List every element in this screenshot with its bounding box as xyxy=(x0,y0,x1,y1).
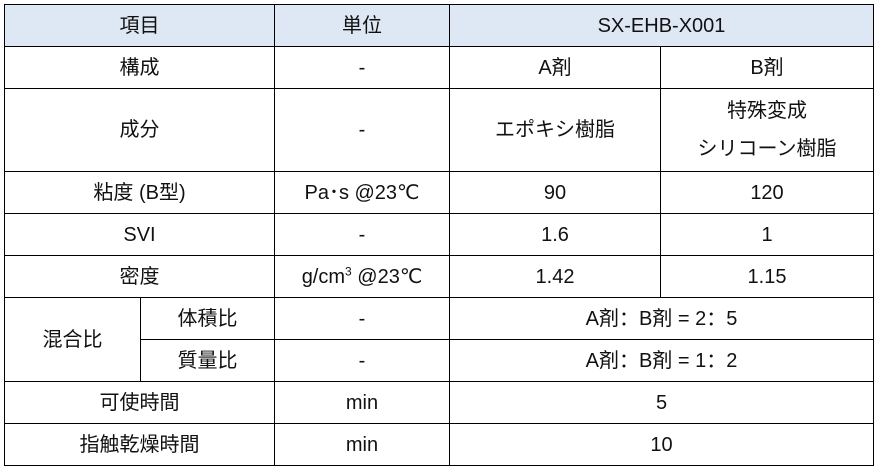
row-label: 密度 xyxy=(4,255,275,298)
table-row: 質量比 - A剤：B剤 = 1：2 xyxy=(5,339,874,382)
cell-a: エポキシ樹脂 xyxy=(449,88,661,172)
row-unit: Pa･s @23℃ xyxy=(274,171,450,214)
cell-b: B剤 xyxy=(660,46,874,89)
cell-value: A剤：B剤 = 1：2 xyxy=(449,339,874,382)
cell-a: 90 xyxy=(449,171,661,214)
cell-b-line1: 特殊変成 xyxy=(727,100,807,122)
unit-suffix: @23℃ xyxy=(351,265,423,288)
header-unit: 単位 xyxy=(274,4,450,47)
cell-a: 1.6 xyxy=(449,213,661,256)
row-unit: - xyxy=(274,46,450,89)
cell-a: 1.42 xyxy=(449,255,661,298)
row-unit: min xyxy=(274,381,450,424)
cell-a: A剤 xyxy=(449,46,661,89)
table-row: 構成 - A剤 B剤 xyxy=(4,46,874,89)
cell-value: 10 xyxy=(449,423,874,466)
cell-b: 120 xyxy=(660,171,874,214)
table-row: 粘度 (B型) Pa･s @23℃ 90 120 xyxy=(4,171,874,214)
cell-b-line2: シリコーン樹脂 xyxy=(697,138,837,160)
table-row: 混合比 体積比 - A剤：B剤 = 2：5 xyxy=(4,297,874,382)
sub-label: 体積比 xyxy=(140,297,275,340)
cell-b: 1.15 xyxy=(660,255,874,298)
header-row: 項目 単位 SX-EHB-X001 xyxy=(4,4,874,47)
row-unit: - xyxy=(274,213,450,256)
header-product: SX-EHB-X001 xyxy=(449,4,874,47)
sub-label: 質量比 xyxy=(140,339,275,382)
cell-value: A剤：B剤 = 2：5 xyxy=(449,297,874,340)
table-row: SVI - 1.6 1 xyxy=(4,213,874,256)
row-label: 粘度 (B型) xyxy=(4,171,275,214)
unit-main: g/cm xyxy=(301,265,346,288)
row-unit: - xyxy=(274,88,450,172)
spec-table: 項目 単位 SX-EHB-X001 構成 - A剤 B剤 成分 - エポキシ樹脂… xyxy=(4,4,874,466)
row-label: 可使時間 xyxy=(4,381,275,424)
row-unit: - xyxy=(274,297,450,340)
row-unit: g/cm3 @23℃ xyxy=(274,255,450,298)
table-row: 指触乾燥時間 min 10 xyxy=(4,423,874,466)
row-label: 混合比 xyxy=(4,297,141,382)
table-row: 成分 - エポキシ樹脂 特殊変成シリコーン樹脂 xyxy=(4,88,874,172)
row-label: 成分 xyxy=(4,88,275,172)
cell-b: 特殊変成シリコーン樹脂 xyxy=(660,88,874,172)
cell-value: 5 xyxy=(449,381,874,424)
row-label: 構成 xyxy=(4,46,275,89)
header-item: 項目 xyxy=(4,4,275,47)
row-unit: - xyxy=(274,339,450,382)
row-label: 指触乾燥時間 xyxy=(4,423,275,466)
row-label: SVI xyxy=(4,213,275,256)
table-row: 可使時間 min 5 xyxy=(4,381,874,424)
row-unit: min xyxy=(274,423,450,466)
unit-sup: 3 xyxy=(345,263,352,278)
table-row: 密度 g/cm3 @23℃ 1.42 1.15 xyxy=(4,255,874,298)
cell-b: 1 xyxy=(660,213,874,256)
